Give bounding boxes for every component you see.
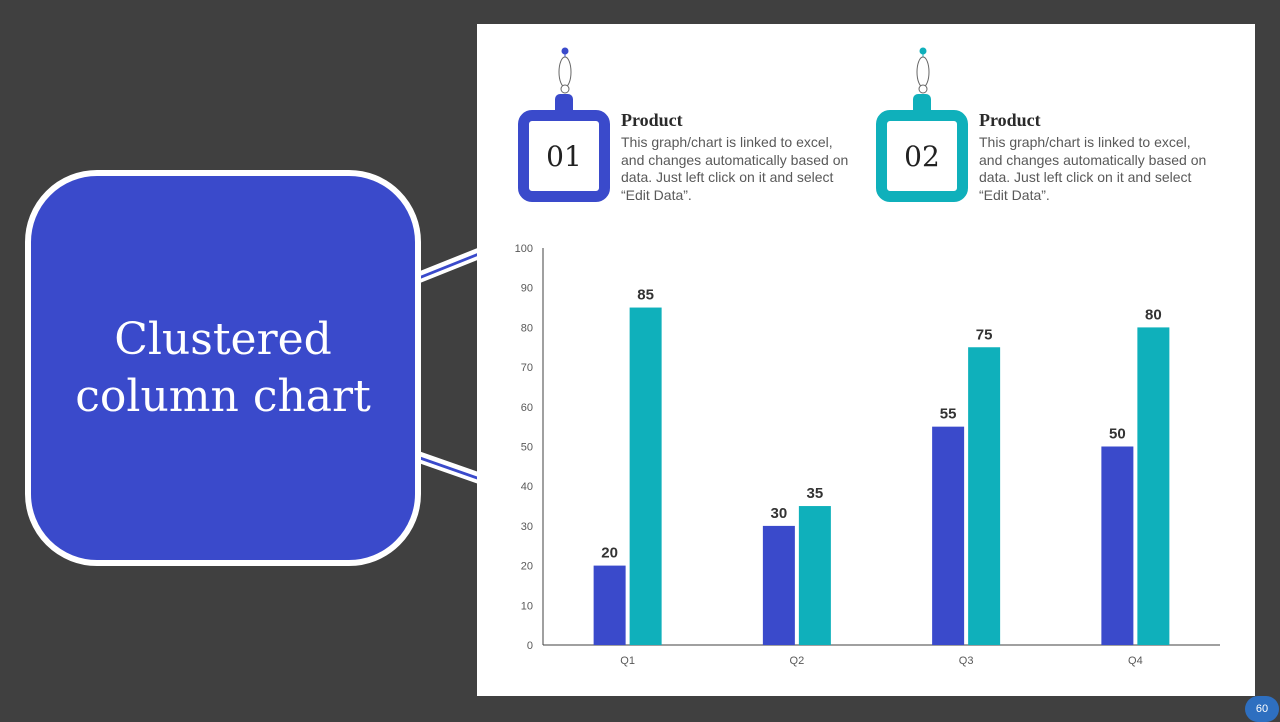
product-number: 01: [546, 139, 582, 173]
y-tick-label: 40: [521, 481, 533, 493]
bar: [798, 506, 831, 645]
x-tick-label: Q2: [790, 655, 805, 667]
data-label: 55: [940, 406, 957, 423]
bar: [1137, 327, 1170, 645]
y-tick-label: 100: [515, 243, 533, 255]
y-tick-label: 80: [521, 322, 533, 334]
chart-panel: 01 Product This graph/chart is linked to…: [477, 24, 1255, 696]
tag-tab: [913, 94, 931, 110]
y-tick-label: 20: [521, 561, 533, 573]
product-description: This graph/chart is linked to excel, and…: [979, 134, 1207, 203]
slide-title: Clustered column chart: [75, 314, 371, 422]
y-tick-label: 10: [521, 600, 533, 612]
bar: [1101, 446, 1134, 645]
tag-pin-icon: [916, 47, 930, 94]
bar: [593, 565, 626, 645]
data-label: 30: [771, 505, 788, 522]
bar: [629, 307, 662, 645]
tag-tab: [555, 94, 573, 110]
y-tick-label: 70: [521, 362, 533, 374]
y-tick-label: 50: [521, 442, 533, 454]
data-label: 35: [807, 485, 824, 502]
product-title: Product: [979, 110, 1041, 130]
x-tick-label: Q1: [620, 655, 635, 667]
product-tag-01: 01: [518, 110, 610, 202]
title-card: Clustered column chart: [25, 170, 421, 566]
product-title: Product: [621, 110, 683, 130]
bar: [762, 525, 795, 645]
clustered-column-chart: 0 10 20 30 40 50 60 70 80 90 100 Q1 20 85 Q2 30 35 Q3 55 75…: [515, 243, 1220, 667]
product-number: 02: [904, 139, 940, 173]
product-tag-02: 02: [876, 110, 968, 202]
data-label: 20: [601, 545, 618, 562]
page-number-badge: 60: [1245, 696, 1279, 722]
bar: [932, 426, 965, 645]
tag-pin-icon: [558, 47, 572, 94]
x-tick-label: Q4: [1128, 655, 1143, 667]
data-label: 80: [1145, 306, 1162, 323]
product-description: This graph/chart is linked to excel, and…: [621, 134, 849, 203]
y-tick-label: 0: [527, 640, 533, 652]
data-label: 50: [1109, 426, 1126, 443]
y-tick-label: 90: [521, 283, 533, 295]
data-label: 75: [976, 326, 993, 343]
x-tick-label: Q3: [959, 655, 974, 667]
y-tick-label: 30: [521, 521, 533, 533]
data-label: 85: [637, 287, 654, 304]
bar: [968, 347, 1001, 645]
y-tick-label: 60: [521, 402, 533, 414]
